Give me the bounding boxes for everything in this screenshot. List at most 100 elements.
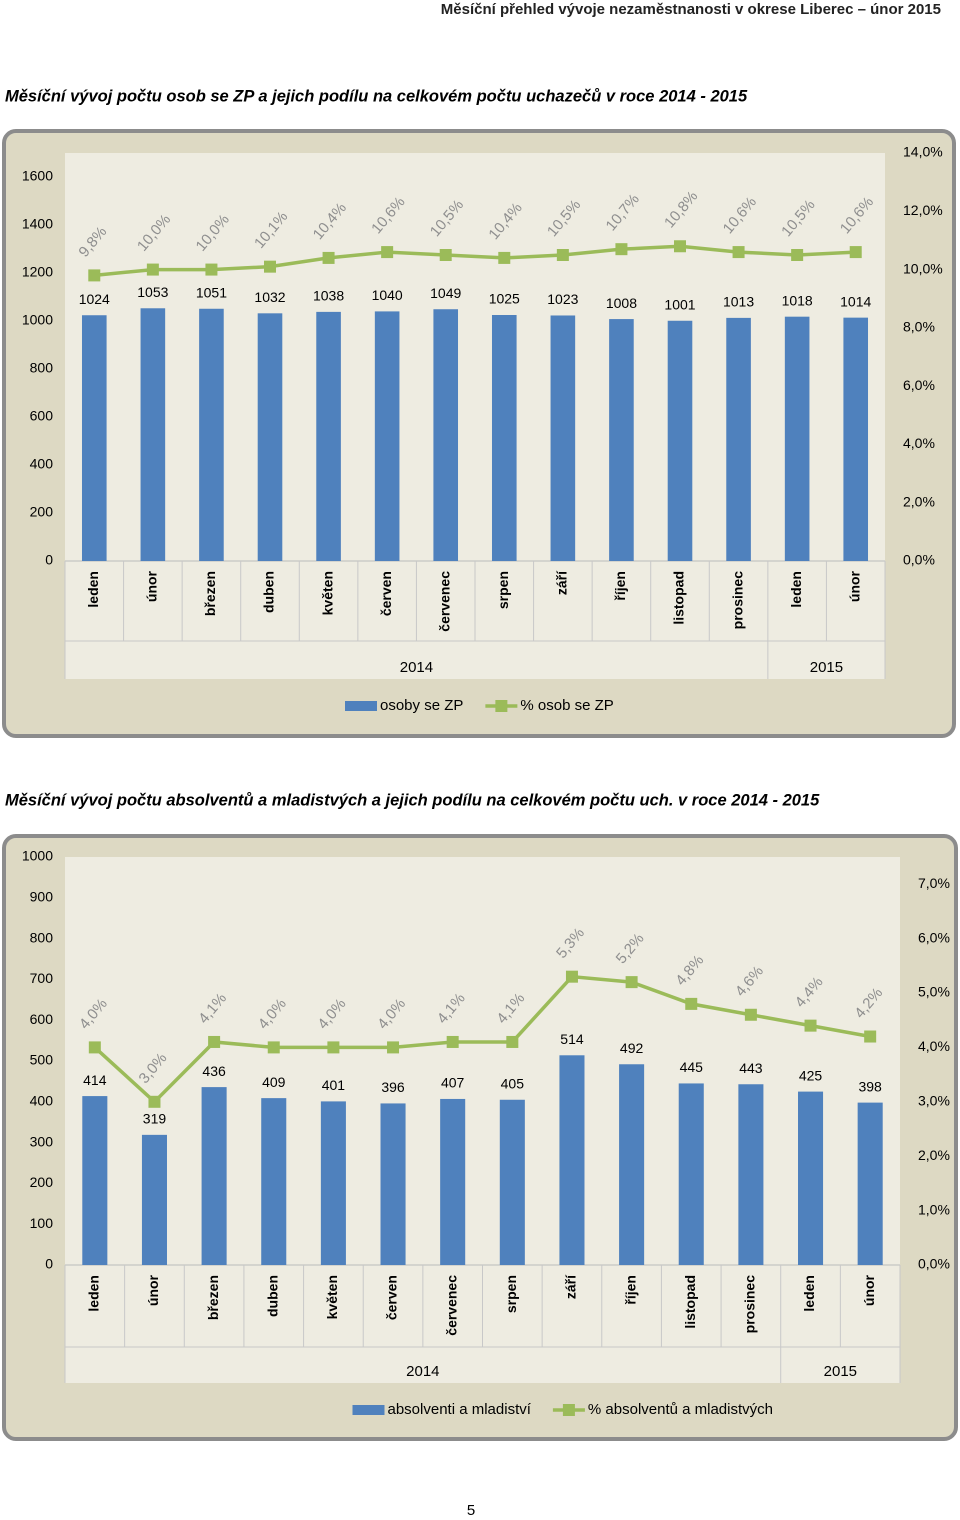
y2-tick-label: 2,0% — [903, 493, 935, 509]
line-marker — [88, 1041, 101, 1054]
group-label: 2015 — [824, 1363, 857, 1380]
x-tick-label: leden — [86, 1275, 102, 1312]
bar-value-label: 1053 — [137, 284, 168, 300]
x-tick-label: prosinec — [729, 571, 745, 630]
y2-tick-label: 4,0% — [918, 1038, 950, 1054]
x-tick-label: březen — [205, 1275, 221, 1320]
group-label: 2015 — [810, 659, 843, 676]
bar — [726, 317, 751, 561]
x-tick-label: únor — [846, 570, 862, 602]
page-number: 5 — [467, 1502, 475, 1519]
bar — [678, 1083, 704, 1265]
x-tick-label: prosinec — [742, 1275, 758, 1334]
y2-tick-label: 3,0% — [918, 1093, 950, 1109]
bar-value-label: 1001 — [664, 296, 695, 312]
bar — [619, 1064, 645, 1265]
line-marker — [381, 246, 394, 259]
legend-swatch — [352, 1405, 385, 1415]
y2-tick-label: 5,0% — [918, 984, 950, 1000]
bar-value-label: 1049 — [430, 285, 461, 301]
bar — [559, 1055, 585, 1265]
bar-value-label: 407 — [441, 1075, 465, 1091]
bar-value-label: 409 — [262, 1074, 286, 1090]
bar-value-label: 443 — [739, 1060, 763, 1076]
bar-value-label: 514 — [560, 1031, 584, 1047]
line-marker — [148, 1095, 161, 1108]
bar — [491, 315, 517, 561]
legend-swatch — [495, 700, 508, 712]
bar — [440, 1098, 466, 1265]
plot-area — [65, 153, 885, 561]
bar-value-label: 396 — [381, 1079, 405, 1095]
line — [93, 974, 871, 1105]
y-tick-label: 1000 — [22, 312, 53, 328]
bar — [609, 319, 634, 561]
x-tick-label: říjen — [622, 1275, 638, 1305]
y-tick-label: 1200 — [22, 264, 53, 280]
bar — [201, 1087, 227, 1265]
bar-value-label: 1013 — [723, 294, 754, 310]
x-tick-label: leden — [85, 571, 101, 608]
x-tick-label: leden — [788, 571, 804, 608]
legend-label: absolventi a mladiství — [388, 1401, 532, 1418]
y-tick-label: 300 — [30, 1133, 54, 1149]
legend-swatch — [562, 1404, 575, 1416]
bar-value-label: 1025 — [489, 291, 520, 307]
y-tick-label: 500 — [30, 1052, 54, 1068]
y2-tick-label: 8,0% — [903, 319, 935, 335]
bar — [738, 1084, 764, 1265]
bar — [140, 308, 166, 561]
x-tick-label: únor — [861, 1274, 877, 1306]
bar — [374, 311, 400, 561]
y-tick-label: 0 — [45, 1256, 53, 1272]
y-tick-label: 800 — [30, 929, 54, 945]
bar — [667, 320, 693, 561]
x-tick-label: srpen — [503, 1275, 519, 1313]
x-tick-label: leden — [801, 1275, 817, 1312]
x-tick-label: listopad — [671, 571, 687, 625]
line-marker — [864, 1030, 877, 1043]
y-tick-label: 1400 — [22, 216, 53, 232]
bar-value-label: 1024 — [79, 291, 110, 307]
x-tick-label: červenec — [443, 1275, 459, 1336]
y2-tick-label: 14,0% — [903, 144, 943, 160]
line-marker — [146, 263, 159, 276]
line-marker — [625, 976, 638, 989]
line-marker — [88, 269, 101, 282]
y-tick-label: 200 — [30, 1174, 54, 1190]
line-marker — [674, 240, 686, 253]
x-tick-label: květen — [324, 1275, 340, 1319]
bar — [550, 315, 576, 561]
bar-value-label: 1040 — [372, 287, 403, 303]
line-marker — [208, 1035, 221, 1048]
bar — [784, 316, 810, 561]
bar — [199, 308, 224, 561]
bar — [320, 1101, 346, 1265]
y2-tick-label: 6,0% — [903, 377, 935, 393]
bar-value-label: 1051 — [196, 284, 227, 300]
y2-tick-label: 0,0% — [903, 552, 935, 568]
y-tick-label: 900 — [30, 889, 54, 905]
bar — [843, 317, 869, 561]
bar-value-label: 492 — [620, 1040, 644, 1056]
line-marker — [506, 1035, 519, 1048]
x-tick-label: srpen — [495, 571, 511, 609]
line-marker — [327, 1041, 340, 1054]
y-tick-label: 100 — [30, 1215, 54, 1231]
bar — [857, 1102, 883, 1265]
page-header: Měsíční přehled vývoje nezaměstnanosti v… — [441, 1, 941, 18]
line-marker — [267, 1041, 280, 1054]
y-tick-label: 600 — [30, 408, 54, 424]
y-tick-label: 700 — [30, 970, 54, 986]
line-marker — [446, 1035, 459, 1048]
bar — [257, 313, 283, 561]
x-tick-label: červen — [378, 571, 394, 616]
bar-value-label: 436 — [202, 1063, 226, 1079]
bar-value-label: 1032 — [254, 289, 285, 305]
line-marker — [439, 249, 452, 261]
y2-tick-label: 6,0% — [918, 929, 950, 945]
x-tick-label: únor — [145, 1274, 161, 1306]
line-marker — [791, 249, 804, 261]
bar-value-label: 401 — [322, 1077, 346, 1093]
